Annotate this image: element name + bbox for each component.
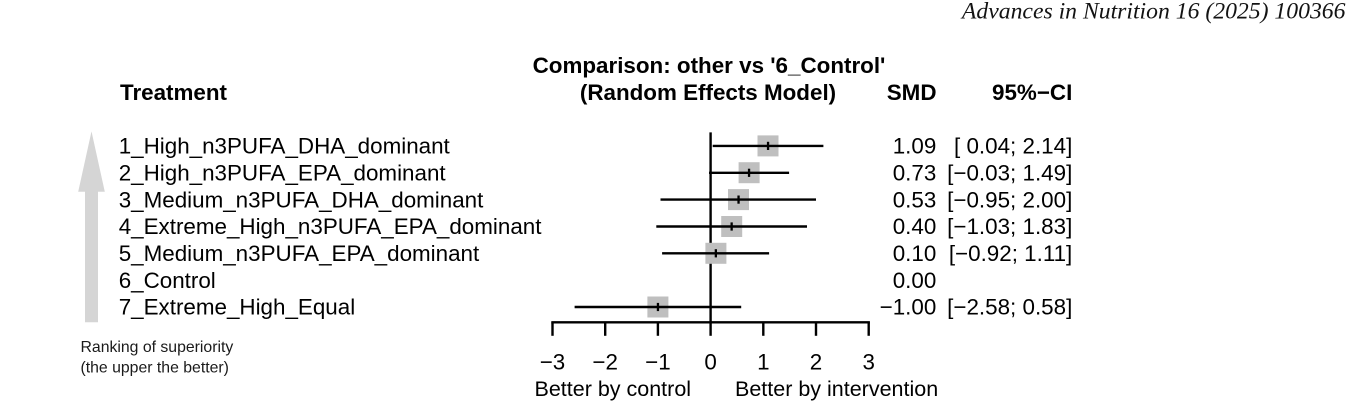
svg-text:[ 0.04; 2.14]: [ 0.04; 2.14] [954,134,1072,159]
svg-text:7_Extreme_High_Equal: 7_Extreme_High_Equal [119,295,356,320]
svg-text:1.09: 1.09 [893,134,937,159]
svg-text:1_High_n3PUFA_DHA_dominant: 1_High_n3PUFA_DHA_dominant [119,134,451,159]
svg-text:−1: −1 [645,349,671,374]
svg-text:2: 2 [810,349,822,374]
svg-text:Better by control: Better by control [535,377,692,401]
svg-text:(the upper the better): (the upper the better) [81,359,229,376]
svg-text:0: 0 [704,349,716,374]
svg-text:5_Medium_n3PUFA_EPA_dominant: 5_Medium_n3PUFA_EPA_dominant [119,241,480,266]
svg-text:0.00: 0.00 [893,268,937,293]
svg-text:[−0.95; 2.00]: [−0.95; 2.00] [947,187,1072,212]
svg-text:3_Medium_n3PUFA_DHA_dominant: 3_Medium_n3PUFA_DHA_dominant [119,187,484,212]
svg-text:4_Extreme_High_n3PUFA_EPA_domi: 4_Extreme_High_n3PUFA_EPA_dominant [119,214,543,239]
svg-text:Ranking of superiority: Ranking of superiority [81,339,234,356]
svg-text:[−0.92; 1.11]: [−0.92; 1.11] [949,241,1072,266]
svg-text:1: 1 [757,349,769,374]
svg-text:−1.00: −1.00 [880,295,937,320]
svg-text:0.10: 0.10 [893,241,937,266]
svg-text:0.40: 0.40 [893,214,937,239]
svg-text:[−1.03; 1.83]: [−1.03; 1.83] [947,214,1072,239]
svg-text:0.73: 0.73 [893,160,937,185]
svg-text:[−2.58; 0.58]: [−2.58; 0.58] [947,295,1072,320]
svg-text:2_High_n3PUFA_EPA_dominant: 2_High_n3PUFA_EPA_dominant [119,160,447,185]
svg-text:3: 3 [862,349,874,374]
svg-text:SMD: SMD [887,80,937,105]
svg-text:Treatment: Treatment [120,80,228,105]
svg-text:−2: −2 [592,349,618,374]
svg-text:6_Control: 6_Control [119,268,216,293]
svg-text:95%−CI: 95%−CI [992,80,1072,105]
svg-text:(Random Effects Model): (Random Effects Model) [580,80,836,105]
svg-text:[−0.03; 1.49]: [−0.03; 1.49] [947,160,1072,185]
svg-text:−3: −3 [540,349,566,374]
svg-text:Comparison: other vs '6_Contro: Comparison: other vs '6_Control' [533,53,886,78]
svg-text:Better by intervention: Better by intervention [735,377,938,401]
svg-text:0.53: 0.53 [893,187,937,212]
svg-text:Advances in Nutrition 16 (2025: Advances in Nutrition 16 (2025) 100366 [960,0,1346,24]
